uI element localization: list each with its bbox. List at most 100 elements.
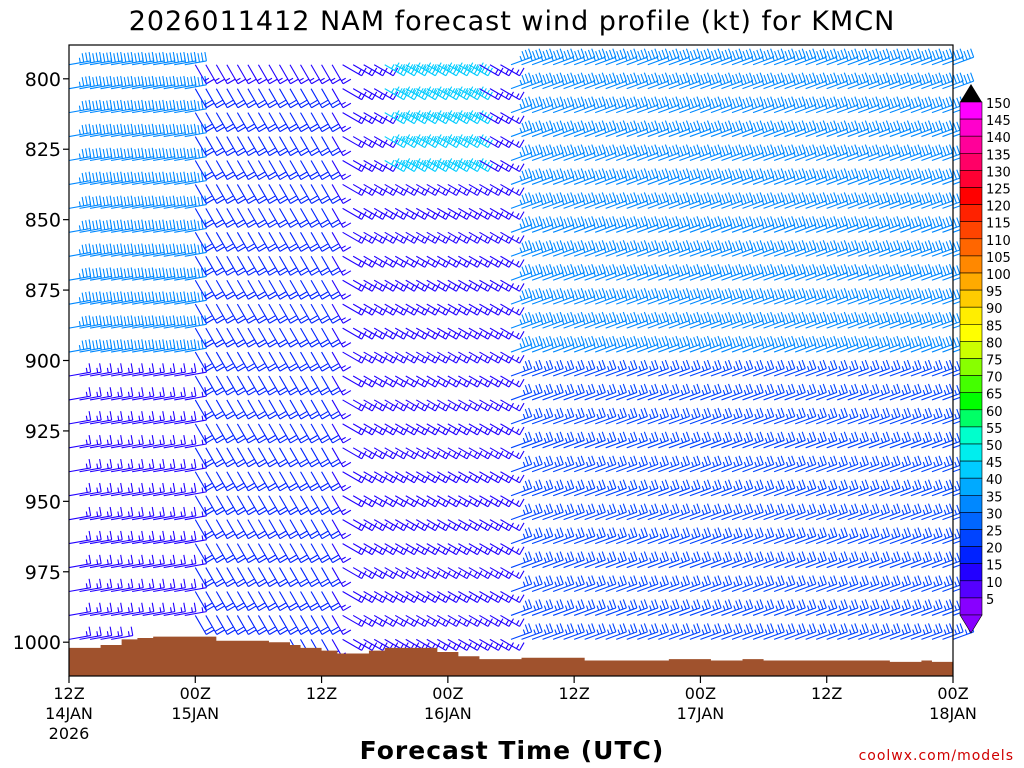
wind-barb [132,458,155,473]
wind-barb [321,615,341,635]
wind-barb [342,183,367,196]
wind-barb [268,232,289,252]
wind-barb [289,327,310,348]
wind-barb [342,423,367,436]
wind-barb [110,411,134,425]
wind-barb [194,303,215,324]
wind-barb [121,458,144,473]
wind-barb [205,303,225,324]
wind-barb [331,112,352,133]
wind-barb [163,578,186,593]
wind-barb [300,615,320,635]
wind-barb [268,471,289,492]
wind-barb [68,219,92,233]
wind-barb [268,423,289,444]
wind-barb [215,303,236,324]
wind-barb [215,232,236,252]
colorbar-swatch [959,170,983,188]
wind-barb [226,160,246,181]
wind-barb [257,64,278,85]
colorbar-swatch [959,494,983,513]
wind-barb [194,351,215,372]
colorbar-swatch [959,358,983,376]
wind-barb [132,411,155,425]
wind-barb [79,411,102,425]
wind-barb [153,554,176,569]
wind-barb [236,423,257,444]
wind-barb [331,255,352,276]
wind-barb [89,195,113,209]
wind-barb [289,208,310,228]
wind-barb [153,482,176,497]
wind-barb [300,255,320,276]
wind-barb [257,615,278,635]
wind-barb [331,423,352,444]
wind-barb [331,160,352,181]
wind-barb [236,495,257,516]
wind-barb [205,112,225,133]
wind-barb [89,411,113,425]
wind-barb [331,88,352,109]
wind-barb [205,279,225,300]
wind-barb [278,471,299,492]
wind-barb [310,423,331,444]
colorbar-swatch [959,546,983,564]
wind-barb [205,327,225,348]
wind-barb [278,303,299,324]
wind-barb [257,495,278,516]
wind-barb [205,423,225,444]
colorbar-swatch [959,153,983,171]
wind-barb [121,363,144,377]
wind-barb [100,578,123,593]
wind-barb [257,519,278,540]
wind-barb [142,171,165,185]
wind-barb [268,495,289,516]
wind-barb [342,303,367,316]
wind-barb [289,255,310,276]
wind-barb [153,99,176,114]
x-tick-label: 15JAN [171,704,219,723]
wind-barb [68,195,92,209]
wind-barb [163,195,186,209]
wind-barb [268,591,289,612]
wind-barb [89,51,113,66]
wind-barb [163,411,186,425]
wind-barb [79,387,102,401]
wind-barb [226,375,246,396]
colorbar-swatch [959,118,983,137]
wind-barb [289,279,310,300]
colorbar-swatch [959,409,983,428]
wind-barb [342,160,367,172]
wind-barb [163,482,186,497]
wind-barb [321,184,341,204]
wind-barb [331,208,352,228]
wind-barb [132,195,155,209]
wind-barb [163,99,186,114]
wind-barb [174,578,197,593]
x-tick-label: 00Z [685,684,716,703]
wind-barb [268,519,289,540]
wind-barb [79,363,102,377]
colorbar-label: 125 [986,183,1011,198]
wind-barb [110,506,134,521]
wind-barb [163,554,186,569]
credit-link[interactable]: coolwx.com/models [859,748,1014,764]
wind-barb [278,279,299,300]
wind-barbs [68,48,975,659]
wind-barb [257,543,278,564]
wind-barb [110,315,134,329]
wind-barb [79,578,102,593]
wind-barb [226,519,246,540]
wind-barb [226,88,246,109]
y-tick-label: 875 [25,280,61,302]
colorbar-label: 65 [986,388,1003,403]
wind-barb [321,519,341,540]
colorbar-label: 90 [986,302,1003,317]
wind-barb [153,578,176,593]
colorbar-label: 30 [986,507,1003,522]
wind-barb [226,327,246,348]
wind-barb [110,482,134,497]
wind-barb [194,136,215,157]
wind-barb [310,327,331,348]
wind-barb [289,64,310,85]
